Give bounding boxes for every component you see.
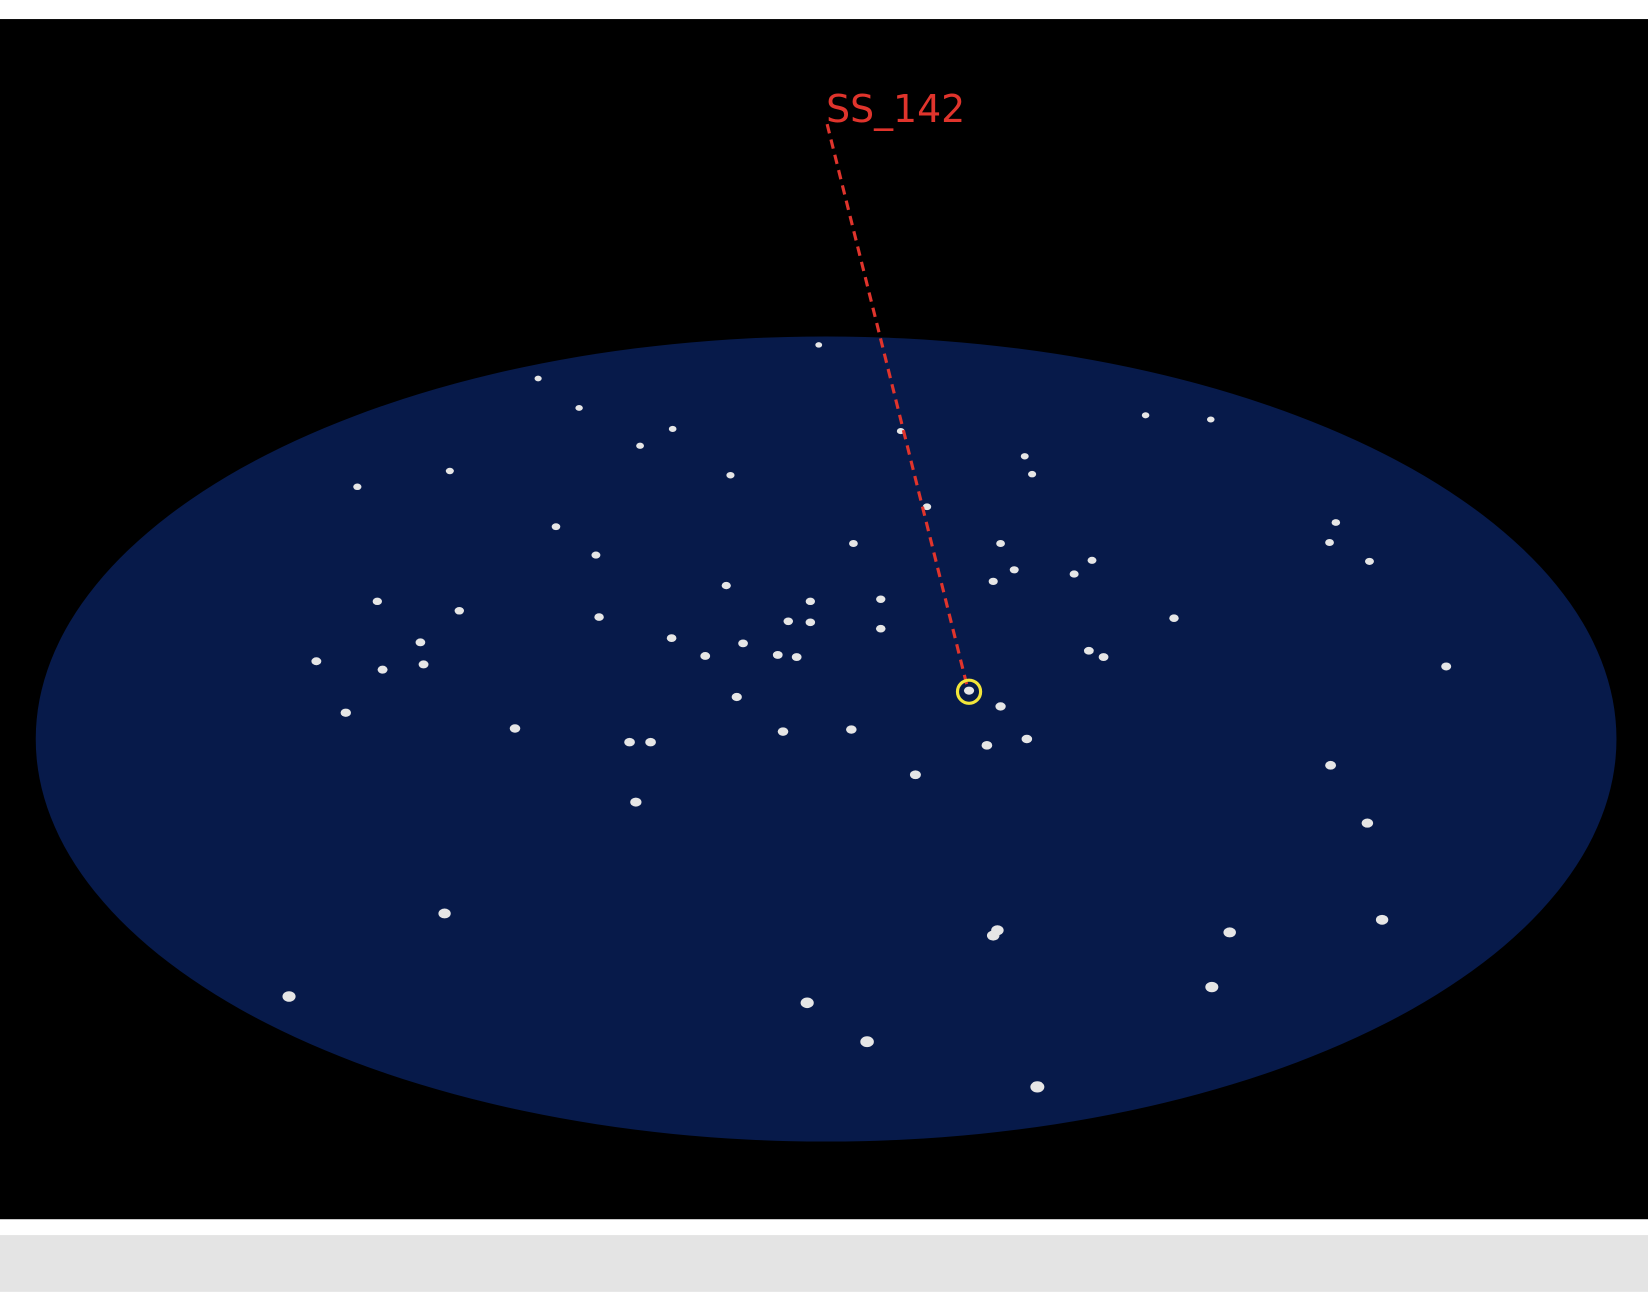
sky-disc	[35, 336, 1617, 1142]
star[interactable]	[791, 653, 802, 661]
star[interactable]	[922, 503, 932, 511]
star[interactable]	[1098, 653, 1109, 661]
star[interactable]	[372, 597, 382, 606]
star[interactable]	[1223, 927, 1236, 938]
star[interactable]	[1021, 734, 1033, 744]
star[interactable]	[995, 702, 1006, 711]
star[interactable]	[1365, 557, 1374, 565]
star[interactable]	[282, 991, 296, 1002]
star[interactable]	[721, 581, 731, 590]
star[interactable]	[1206, 416, 1215, 423]
star[interactable]	[738, 639, 748, 648]
star[interactable]	[454, 607, 465, 615]
star[interactable]	[418, 660, 429, 669]
separator	[0, 1219, 1648, 1236]
star[interactable]	[783, 617, 794, 626]
star[interactable]	[876, 595, 886, 603]
star[interactable]	[1087, 556, 1097, 564]
star[interactable]	[909, 770, 921, 780]
star[interactable]	[1020, 453, 1029, 460]
star[interactable]	[700, 652, 711, 660]
star[interactable]	[772, 651, 783, 659]
star[interactable]	[1325, 760, 1337, 770]
star[interactable]	[438, 908, 451, 919]
star[interactable]	[575, 404, 583, 411]
star[interactable]	[415, 638, 426, 647]
star[interactable]	[666, 634, 677, 642]
star[interactable]	[1375, 914, 1389, 925]
star[interactable]	[815, 342, 823, 348]
star[interactable]	[800, 997, 814, 1009]
star[interactable]	[1141, 412, 1150, 419]
star[interactable]	[1030, 1081, 1045, 1093]
star[interactable]	[377, 665, 388, 674]
star[interactable]	[1069, 570, 1079, 578]
star[interactable]	[668, 425, 677, 433]
star[interactable]	[630, 797, 642, 807]
star[interactable]	[1205, 981, 1219, 993]
star[interactable]	[1169, 614, 1179, 622]
star[interactable]	[1325, 538, 1334, 546]
top-bar	[0, 0, 1648, 20]
star[interactable]	[875, 624, 886, 633]
star[interactable]	[860, 1036, 874, 1048]
star[interactable]	[805, 597, 815, 606]
star[interactable]	[981, 741, 993, 750]
star[interactable]	[353, 483, 362, 491]
star[interactable]	[445, 467, 454, 475]
star[interactable]	[846, 725, 857, 734]
star[interactable]	[996, 540, 1005, 548]
star[interactable]	[1028, 470, 1037, 478]
star[interactable]	[340, 708, 351, 717]
star[interactable]	[636, 442, 644, 449]
star[interactable]	[1441, 662, 1452, 671]
star[interactable]	[311, 657, 322, 666]
star[interactable]	[986, 930, 1000, 941]
star[interactable]	[988, 577, 998, 586]
star[interactable]	[591, 551, 601, 559]
star[interactable]	[805, 618, 816, 627]
star[interactable]	[594, 613, 604, 621]
star[interactable]	[963, 686, 975, 695]
star[interactable]	[1009, 566, 1019, 574]
leader-line	[825, 123, 969, 686]
selection-ring[interactable]	[955, 678, 983, 705]
star[interactable]	[777, 727, 789, 736]
star[interactable]	[1361, 818, 1374, 828]
star[interactable]	[551, 523, 561, 531]
star[interactable]	[1331, 519, 1341, 526]
star[interactable]	[731, 692, 742, 702]
star[interactable]	[624, 737, 635, 747]
star[interactable]	[509, 724, 521, 733]
star[interactable]	[534, 375, 542, 382]
star[interactable]	[645, 737, 656, 747]
star[interactable]	[726, 471, 735, 479]
stars	[282, 342, 1452, 1093]
star[interactable]	[1083, 646, 1094, 655]
object-label: SS_142	[826, 87, 965, 131]
star[interactable]	[849, 540, 858, 548]
status-bar	[0, 1235, 1648, 1292]
